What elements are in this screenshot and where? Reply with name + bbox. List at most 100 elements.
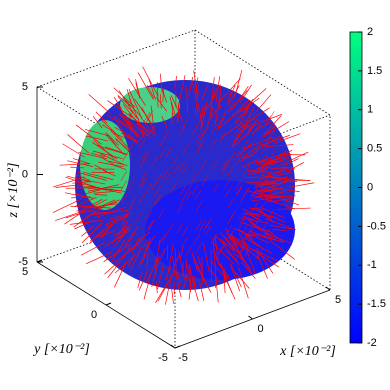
quiver-arrow (52, 198, 83, 213)
quiver-arrow (182, 144, 190, 155)
quiver-arrow (138, 193, 145, 204)
quiver-arrow (117, 226, 127, 235)
quiver-arrow (155, 239, 161, 267)
quiver-arrow (266, 230, 274, 241)
quiver-arrow (113, 96, 122, 110)
quiver-arrow (185, 191, 192, 202)
quiver-arrow (261, 165, 268, 176)
quiver-arrow (74, 197, 97, 207)
quiver-arrow (194, 263, 212, 293)
quiver-arrow (176, 223, 184, 234)
quiver-arrow (265, 170, 272, 181)
quiver-arrow (104, 230, 131, 247)
quiver-arrow (263, 153, 292, 166)
quiver-arrow (262, 113, 283, 122)
quiver-arrow (273, 168, 295, 175)
colorbar-tick-label: -2 (367, 337, 377, 349)
quiver-arrow (135, 79, 141, 98)
quiver-arrow (261, 197, 268, 209)
quiver-arrow (145, 210, 153, 221)
quiver-arrow (237, 228, 251, 237)
quiver-arrow (129, 98, 141, 125)
quiver-arrow (227, 165, 235, 176)
quiver-arrow (203, 220, 210, 232)
quiver-arrow (240, 244, 247, 255)
quiver-arrow (251, 194, 278, 204)
quiver-arrow (73, 213, 92, 228)
quiver-arrow (170, 282, 174, 304)
quiver-arrow (121, 214, 129, 225)
quiver-arrow (146, 85, 155, 99)
y-tick (36, 259, 43, 263)
quiver-arrow (232, 127, 240, 139)
quiver-arrow (65, 187, 100, 189)
quiver-arrow (231, 99, 249, 117)
quiver-arrow (219, 84, 222, 109)
quiver-arrow (250, 161, 273, 173)
quiver-arrow (153, 195, 160, 206)
quiver-arrow (248, 230, 277, 241)
quiver-arrow (191, 80, 197, 98)
quiver-arrow (105, 218, 119, 226)
quiver-arrow (223, 275, 226, 294)
quiver-arrow (70, 166, 85, 169)
quiver-arrow (113, 210, 129, 213)
quiver-arrow (137, 236, 145, 248)
quiver-arrow (151, 180, 158, 191)
quiver-arrow (242, 165, 250, 176)
quiver-arrow (268, 121, 290, 135)
quiver-arrow (234, 69, 243, 98)
quiver-arrow (114, 261, 127, 288)
quiver-arrow (240, 191, 247, 202)
quiver-arrow (171, 157, 178, 168)
quiver-arrow (222, 162, 229, 173)
quiver-arrow (76, 210, 97, 212)
quiver-arrow (224, 178, 231, 189)
quiver-arrow (128, 234, 135, 245)
quiver-arrow (145, 114, 152, 125)
quiver-arrow (176, 94, 181, 124)
quiver-arrow (120, 193, 128, 204)
quiver-arrow (105, 132, 119, 146)
quiver-arrow (220, 130, 232, 139)
quiver-arrow (117, 94, 131, 107)
quiver-arrow (160, 94, 162, 109)
quiver-arrow (259, 154, 267, 165)
quiver-arrow (240, 106, 249, 124)
quiver-arrow (255, 189, 271, 192)
quiver-arrow (176, 203, 184, 214)
quiver-arrow (89, 223, 112, 242)
surface (52, 66, 315, 305)
quiver-arrow (112, 132, 126, 139)
quiver-arrow (75, 124, 102, 145)
quiver-arrow (182, 269, 190, 290)
quiver-arrow (114, 126, 134, 139)
quiver-arrow (179, 246, 184, 260)
quiver-arrow (217, 108, 244, 130)
quiver-arrow (93, 139, 115, 160)
quiver-arrow (119, 113, 141, 139)
quiver-arrow (262, 143, 269, 154)
quiver-arrow (77, 172, 107, 181)
quiver-arrow (129, 197, 137, 208)
quiver-arrow (228, 85, 236, 100)
quiver-arrow (194, 90, 199, 116)
quiver-arrow (213, 249, 219, 262)
quiver-arrow (264, 115, 271, 127)
quiver-arrow (283, 158, 299, 167)
quiver-arrow (161, 116, 169, 130)
quiver-arrow (230, 90, 248, 111)
quiver-arrow (90, 152, 105, 158)
quiver-arrow (114, 256, 134, 274)
quiver-arrow (125, 243, 132, 255)
quiver-arrow (177, 106, 181, 122)
quiver-arrow (107, 100, 133, 119)
quiver-arrow (252, 249, 280, 268)
quiver-arrow (250, 188, 258, 199)
quiver-arrow (220, 238, 235, 253)
z-axis-label: z [×10⁻²] (6, 163, 21, 219)
quiver-arrow (64, 208, 87, 225)
quiver-arrow (224, 236, 237, 252)
quiver-arrow (245, 116, 252, 127)
quiver-arrow (159, 73, 163, 94)
